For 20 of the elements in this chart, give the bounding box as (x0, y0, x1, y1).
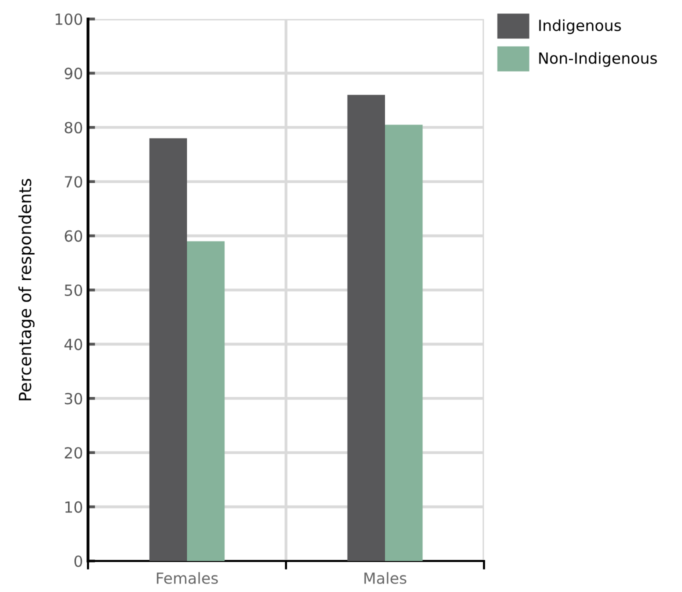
y-tick-label: 0 (74, 555, 82, 568)
y-tick-label: 40 (64, 338, 82, 350)
legend-label: Non-Indigenous (539, 52, 657, 67)
y-tick-label: 90 (64, 68, 82, 80)
y-tick-label: 80 (64, 122, 82, 134)
bar (187, 241, 225, 561)
y-tick-label: 30 (64, 392, 82, 404)
y-axis-title: Percentage of respondents (18, 178, 35, 400)
bar (347, 94, 385, 561)
x-tick-label: Females (156, 572, 218, 584)
y-tick-label: 60 (64, 230, 82, 242)
x-tick-label: Males (364, 572, 406, 584)
y-tick-label: 100 (56, 13, 82, 26)
legend-label: Indigenous (539, 19, 621, 34)
y-tick-label: 20 (64, 447, 82, 459)
y-tick-label: 10 (65, 501, 82, 513)
y-tick-label: 50 (64, 284, 82, 296)
bar (385, 124, 423, 561)
bar (149, 138, 187, 561)
y-tick-label: 70 (64, 176, 82, 188)
